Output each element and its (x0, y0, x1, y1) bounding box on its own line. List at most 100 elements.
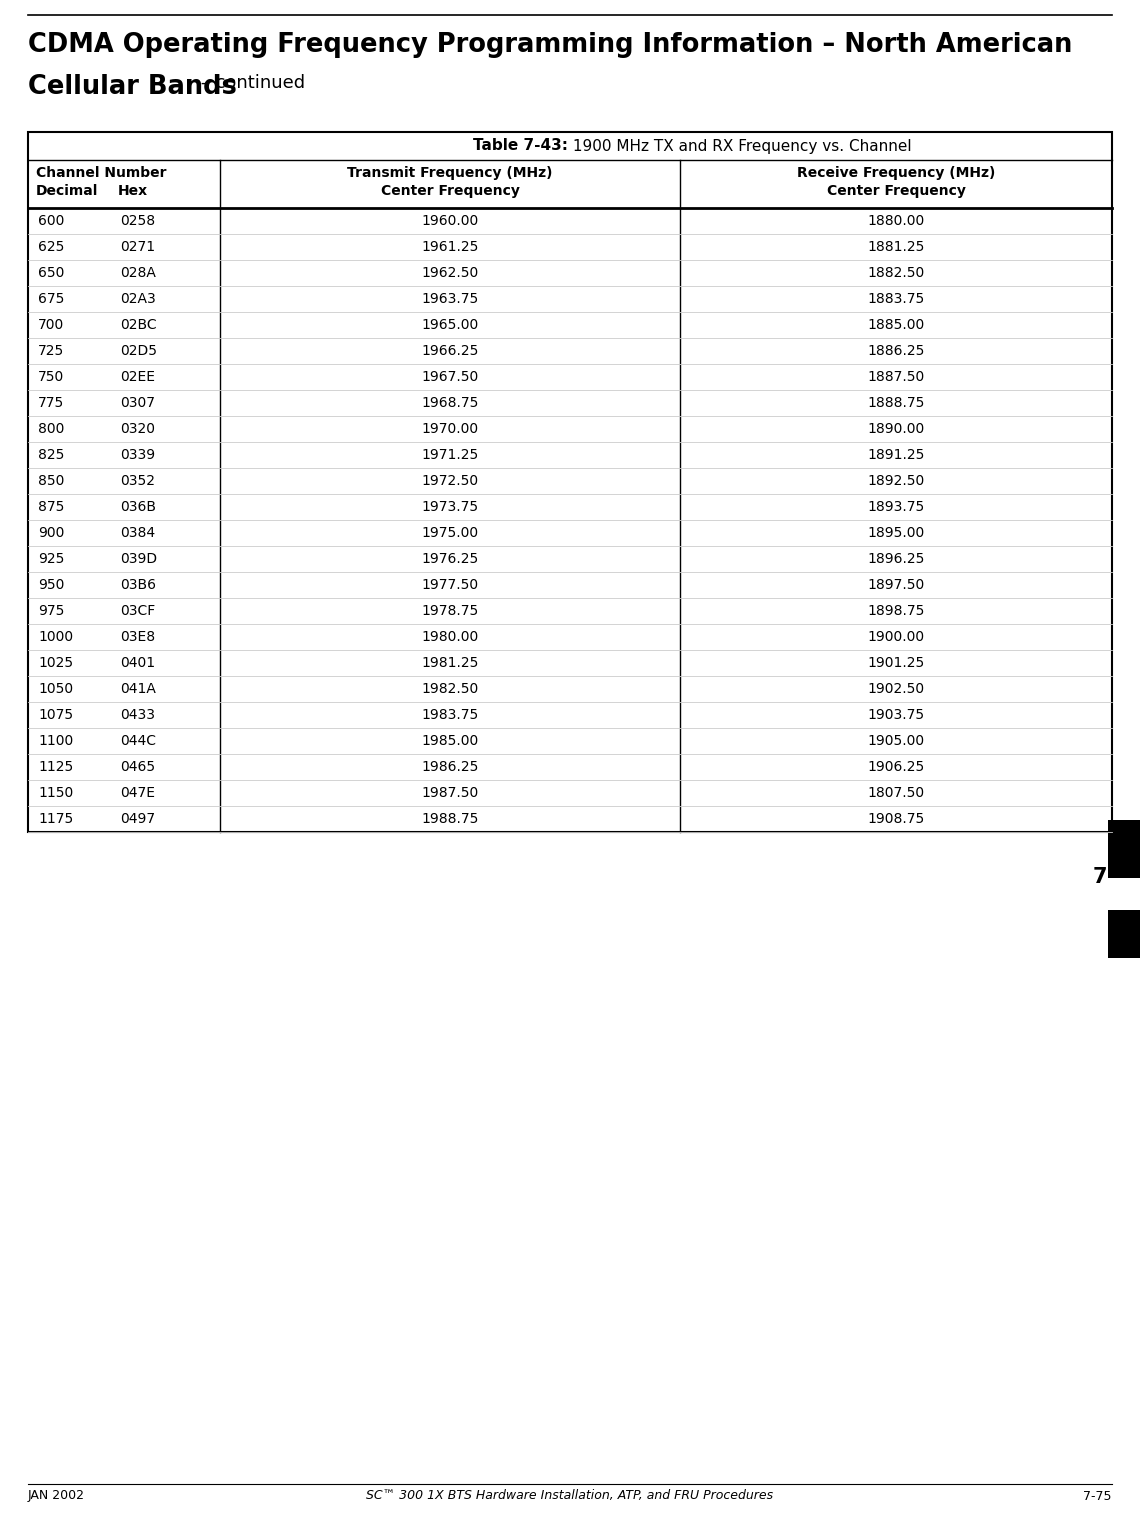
Text: 0271: 0271 (120, 241, 155, 254)
Text: 1896.25: 1896.25 (868, 552, 925, 565)
Text: 1887.50: 1887.50 (868, 371, 925, 385)
Text: 1965.00: 1965.00 (422, 319, 479, 332)
Text: 02BC: 02BC (120, 319, 156, 332)
Text: 1986.25: 1986.25 (422, 760, 479, 774)
Text: 7: 7 (1093, 867, 1107, 887)
Text: 1000: 1000 (38, 630, 73, 643)
Text: 0307: 0307 (120, 395, 155, 411)
Text: CDMA Operating Frequency Programming Information – North American: CDMA Operating Frequency Programming Inf… (28, 32, 1073, 58)
Text: 1175: 1175 (38, 812, 73, 826)
Text: 950: 950 (38, 578, 64, 591)
Text: 1890.00: 1890.00 (868, 421, 925, 437)
Text: 02EE: 02EE (120, 371, 155, 385)
Text: 0258: 0258 (120, 214, 155, 228)
Text: 0339: 0339 (120, 447, 155, 463)
Text: 1976.25: 1976.25 (422, 552, 479, 565)
Text: Hex: Hex (119, 184, 148, 198)
Text: 02A3: 02A3 (120, 293, 156, 306)
Text: 1025: 1025 (38, 656, 73, 669)
Text: 1980.00: 1980.00 (422, 630, 479, 643)
Text: 1975.00: 1975.00 (422, 525, 479, 539)
Text: 1900 MHz TX and RX Frequency vs. Channel: 1900 MHz TX and RX Frequency vs. Channel (568, 138, 912, 153)
Text: 1987.50: 1987.50 (422, 786, 479, 800)
Text: 1807.50: 1807.50 (868, 786, 925, 800)
Text: 1988.75: 1988.75 (422, 812, 479, 826)
Text: 1050: 1050 (38, 682, 73, 696)
Text: Cellular Bands: Cellular Bands (28, 74, 237, 100)
Text: 700: 700 (38, 319, 64, 332)
Text: 1100: 1100 (38, 734, 73, 748)
Text: 1881.25: 1881.25 (868, 241, 925, 254)
Text: 7-75: 7-75 (1083, 1489, 1112, 1503)
Text: 1891.25: 1891.25 (868, 447, 925, 463)
Text: 1900.00: 1900.00 (868, 630, 925, 643)
Text: 1905.00: 1905.00 (868, 734, 925, 748)
Text: 650: 650 (38, 267, 64, 280)
Text: 1906.25: 1906.25 (868, 760, 925, 774)
Text: 1125: 1125 (38, 760, 73, 774)
Text: 1962.50: 1962.50 (422, 267, 479, 280)
Text: 1982.50: 1982.50 (422, 682, 479, 696)
Text: 1901.25: 1901.25 (868, 656, 925, 669)
Text: 1960.00: 1960.00 (422, 214, 479, 228)
Text: – continued: – continued (195, 74, 306, 92)
Text: Table 7-43:: Table 7-43: (473, 138, 568, 153)
Text: 028A: 028A (120, 267, 156, 280)
Text: 1967.50: 1967.50 (422, 371, 479, 385)
Text: 1903.75: 1903.75 (868, 708, 925, 722)
Text: 1897.50: 1897.50 (868, 578, 925, 591)
Text: 925: 925 (38, 552, 64, 565)
Text: 03E8: 03E8 (120, 630, 155, 643)
Text: 875: 875 (38, 499, 64, 515)
Text: 02D5: 02D5 (120, 345, 157, 358)
Text: 1966.25: 1966.25 (422, 345, 479, 358)
Text: 825: 825 (38, 447, 64, 463)
Text: 1898.75: 1898.75 (868, 604, 925, 617)
Text: 1977.50: 1977.50 (422, 578, 479, 591)
Text: 600: 600 (38, 214, 64, 228)
Text: Channel Number: Channel Number (36, 165, 166, 179)
Text: 0352: 0352 (120, 473, 155, 489)
Text: 1972.50: 1972.50 (422, 473, 479, 489)
Text: 675: 675 (38, 293, 64, 306)
Text: 1150: 1150 (38, 786, 73, 800)
Text: 900: 900 (38, 525, 64, 539)
Text: 850: 850 (38, 473, 64, 489)
Text: 1886.25: 1886.25 (868, 345, 925, 358)
Text: 975: 975 (38, 604, 64, 617)
Text: 1880.00: 1880.00 (868, 214, 925, 228)
Text: 044C: 044C (120, 734, 156, 748)
Bar (1108, 820, 1140, 878)
Text: JAN 2002: JAN 2002 (28, 1489, 86, 1503)
Text: SC™ 300 1X BTS Hardware Installation, ATP, and FRU Procedures: SC™ 300 1X BTS Hardware Installation, AT… (366, 1489, 774, 1503)
Text: 1885.00: 1885.00 (868, 319, 925, 332)
Text: 1893.75: 1893.75 (868, 499, 925, 515)
Text: Center Frequency: Center Frequency (826, 184, 966, 198)
Text: 1973.75: 1973.75 (422, 499, 479, 515)
Text: Transmit Frequency (MHz): Transmit Frequency (MHz) (348, 165, 553, 179)
Text: 0401: 0401 (120, 656, 155, 669)
Text: 0433: 0433 (120, 708, 155, 722)
Bar (28, 132, 1112, 832)
Text: 1892.50: 1892.50 (868, 473, 925, 489)
Text: 1963.75: 1963.75 (422, 293, 479, 306)
Text: 0465: 0465 (120, 760, 155, 774)
Text: 03CF: 03CF (120, 604, 155, 617)
Text: 775: 775 (38, 395, 64, 411)
Text: Center Frequency: Center Frequency (381, 184, 520, 198)
Text: 039D: 039D (120, 552, 157, 565)
Text: 625: 625 (38, 241, 64, 254)
Text: 1895.00: 1895.00 (868, 525, 925, 539)
Text: 1985.00: 1985.00 (422, 734, 479, 748)
Text: 1968.75: 1968.75 (422, 395, 479, 411)
Text: 0384: 0384 (120, 525, 155, 539)
Text: 0497: 0497 (120, 812, 155, 826)
Text: 1883.75: 1883.75 (868, 293, 925, 306)
Text: 0320: 0320 (120, 421, 155, 437)
Text: 047E: 047E (120, 786, 155, 800)
Text: 1981.25: 1981.25 (422, 656, 479, 669)
Text: 750: 750 (38, 371, 64, 385)
Text: 1902.50: 1902.50 (868, 682, 925, 696)
Text: 1970.00: 1970.00 (422, 421, 479, 437)
Text: Receive Frequency (MHz): Receive Frequency (MHz) (797, 165, 995, 179)
